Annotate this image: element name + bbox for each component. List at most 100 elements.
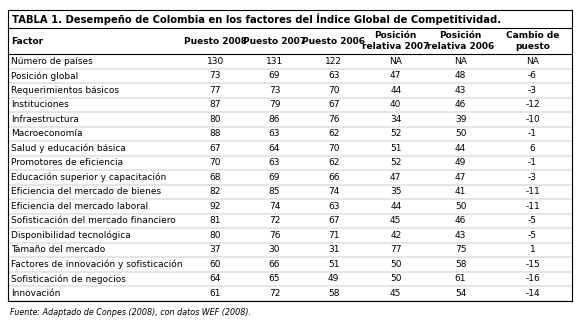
Text: 49: 49 — [455, 158, 466, 167]
Text: Sofisticación de negocios: Sofisticación de negocios — [11, 274, 126, 284]
Text: 54: 54 — [455, 289, 466, 298]
Text: 1: 1 — [530, 245, 535, 254]
Text: Requerimientos básicos: Requerimientos básicos — [11, 86, 119, 95]
Text: Número de países: Número de países — [11, 57, 93, 66]
Text: 71: 71 — [328, 231, 339, 240]
Text: Instituciones: Instituciones — [11, 100, 69, 109]
Text: -15: -15 — [525, 260, 540, 269]
Text: Cambio de
puesto: Cambio de puesto — [506, 32, 559, 51]
Text: 58: 58 — [328, 289, 339, 298]
Text: Eficiencia del mercado laboral: Eficiencia del mercado laboral — [11, 202, 148, 211]
Text: 30: 30 — [269, 245, 280, 254]
Text: Factores de innovación y sofisticación: Factores de innovación y sofisticación — [11, 259, 183, 269]
Text: 80: 80 — [209, 231, 221, 240]
Text: 70: 70 — [209, 158, 221, 167]
Text: 67: 67 — [328, 216, 339, 225]
Text: 62: 62 — [328, 129, 339, 138]
Text: 74: 74 — [328, 187, 339, 196]
Text: 50: 50 — [390, 274, 401, 283]
Text: 66: 66 — [269, 260, 280, 269]
Text: Salud y educación básica: Salud y educación básica — [11, 143, 126, 153]
Text: 74: 74 — [269, 202, 280, 211]
Text: -11: -11 — [525, 202, 540, 211]
Text: Macroeconomía: Macroeconomía — [11, 129, 82, 138]
Text: 46: 46 — [455, 100, 466, 109]
Text: Fuente: Adaptado de Conpes (2008), con datos WEF (2008).: Fuente: Adaptado de Conpes (2008), con d… — [10, 307, 251, 317]
Text: Posición
relativa 2007: Posición relativa 2007 — [362, 32, 429, 51]
Text: 44: 44 — [390, 202, 401, 211]
Text: 131: 131 — [266, 57, 283, 66]
Text: 45: 45 — [390, 289, 401, 298]
Text: -16: -16 — [525, 274, 540, 283]
Text: TABLA 1. Desempeño de Colombia en los factores del Índice Global de Competitivid: TABLA 1. Desempeño de Colombia en los fa… — [12, 13, 501, 25]
Text: Factor: Factor — [11, 37, 43, 46]
Text: 41: 41 — [455, 187, 466, 196]
Text: 122: 122 — [325, 57, 342, 66]
Text: 49: 49 — [328, 274, 339, 283]
Text: -11: -11 — [525, 187, 540, 196]
Text: 81: 81 — [209, 216, 221, 225]
Text: 31: 31 — [328, 245, 339, 254]
Text: 64: 64 — [209, 274, 221, 283]
Text: 47: 47 — [390, 71, 401, 80]
Text: 43: 43 — [455, 86, 466, 95]
Text: 66: 66 — [328, 173, 339, 182]
Text: Posición
relativa 2006: Posición relativa 2006 — [427, 32, 494, 51]
Text: -1: -1 — [528, 129, 537, 138]
Text: -10: -10 — [525, 115, 540, 124]
Text: 76: 76 — [269, 231, 280, 240]
Text: 61: 61 — [209, 289, 221, 298]
Text: 45: 45 — [390, 216, 401, 225]
Text: 44: 44 — [390, 86, 401, 95]
Text: 75: 75 — [455, 245, 466, 254]
Text: 85: 85 — [269, 187, 280, 196]
Text: 88: 88 — [209, 129, 221, 138]
Text: 63: 63 — [269, 158, 280, 167]
Text: 47: 47 — [390, 173, 401, 182]
Text: 72: 72 — [269, 289, 280, 298]
Text: 58: 58 — [455, 260, 466, 269]
Text: 50: 50 — [455, 202, 466, 211]
Text: 44: 44 — [455, 144, 466, 153]
Text: 51: 51 — [390, 144, 401, 153]
Text: 47: 47 — [455, 173, 466, 182]
Text: -6: -6 — [528, 71, 537, 80]
Text: 34: 34 — [390, 115, 401, 124]
Text: 82: 82 — [209, 187, 221, 196]
Text: 52: 52 — [390, 158, 401, 167]
Text: 80: 80 — [209, 115, 221, 124]
Text: 130: 130 — [206, 57, 224, 66]
Text: Sofisticación del mercado financiero: Sofisticación del mercado financiero — [11, 216, 176, 225]
Text: -3: -3 — [528, 86, 537, 95]
Text: 86: 86 — [269, 115, 280, 124]
Text: 6: 6 — [530, 144, 535, 153]
Text: NA: NA — [389, 57, 402, 66]
Text: 70: 70 — [328, 144, 339, 153]
Text: -3: -3 — [528, 173, 537, 182]
Text: 72: 72 — [269, 216, 280, 225]
Text: 60: 60 — [209, 260, 221, 269]
Text: 73: 73 — [209, 71, 221, 80]
Text: 37: 37 — [209, 245, 221, 254]
Text: 39: 39 — [455, 115, 466, 124]
Text: Puesto 2008: Puesto 2008 — [184, 37, 246, 46]
Text: 48: 48 — [455, 71, 466, 80]
Text: Promotores de eficiencia: Promotores de eficiencia — [11, 158, 123, 167]
Text: 43: 43 — [455, 231, 466, 240]
Text: 51: 51 — [328, 260, 339, 269]
Text: 79: 79 — [269, 100, 280, 109]
Text: 69: 69 — [269, 71, 280, 80]
Text: -12: -12 — [525, 100, 540, 109]
Text: 63: 63 — [328, 71, 339, 80]
Text: 77: 77 — [209, 86, 221, 95]
Text: Educación superior y capacitación: Educación superior y capacitación — [11, 172, 166, 182]
Text: 69: 69 — [269, 173, 280, 182]
Text: 73: 73 — [269, 86, 280, 95]
Text: 62: 62 — [328, 158, 339, 167]
Text: NA: NA — [526, 57, 539, 66]
Text: -5: -5 — [528, 231, 537, 240]
Text: 68: 68 — [209, 173, 221, 182]
Text: Tamaño del mercado: Tamaño del mercado — [11, 245, 105, 254]
Text: Eficiencia del mercado de bienes: Eficiencia del mercado de bienes — [11, 187, 161, 196]
Text: -1: -1 — [528, 158, 537, 167]
